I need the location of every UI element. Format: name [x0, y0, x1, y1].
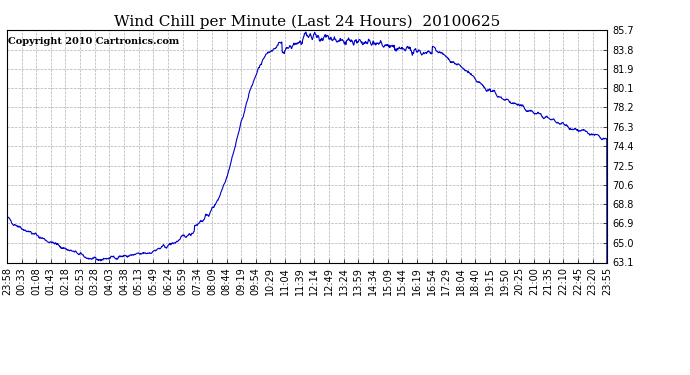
- Text: Copyright 2010 Cartronics.com: Copyright 2010 Cartronics.com: [8, 37, 179, 46]
- Title: Wind Chill per Minute (Last 24 Hours)  20100625: Wind Chill per Minute (Last 24 Hours) 20…: [114, 15, 500, 29]
